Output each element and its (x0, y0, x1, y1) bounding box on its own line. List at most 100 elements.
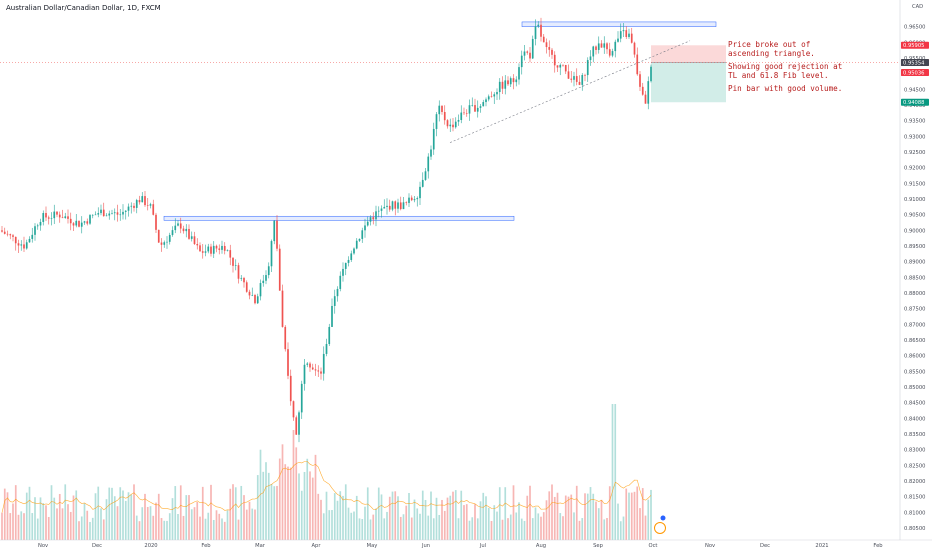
volume-bar (342, 495, 344, 540)
candle-body (529, 52, 531, 59)
volume-bar (273, 486, 276, 540)
candle-body (39, 221, 42, 226)
candle-body (58, 214, 61, 218)
time-tick-label: Oct (649, 543, 658, 549)
volume-bar (542, 512, 545, 540)
candle-body (611, 51, 614, 56)
candle-body (23, 244, 25, 249)
candle-body (608, 49, 611, 56)
volume-bar (650, 489, 652, 540)
candle-body (182, 228, 185, 232)
candle-body (614, 41, 617, 52)
resistance-zones (163, 21, 717, 221)
volume-bar (562, 516, 564, 540)
price-tick-label: 0.80500 (904, 526, 925, 532)
candle-body (408, 197, 410, 203)
volume-bar (493, 505, 496, 540)
candle-body (42, 213, 45, 222)
candle-body (80, 222, 83, 227)
price-tick-label: 0.93000 (904, 134, 925, 140)
volume-bar (298, 473, 300, 540)
candle-body (573, 76, 575, 80)
candle-body (388, 205, 391, 210)
price-tag-label: 0.95036 (903, 70, 924, 76)
candle-body (416, 198, 419, 200)
candle-body (135, 200, 138, 208)
volume-bar (245, 509, 248, 540)
short-position-box[interactable] (0, 45, 900, 103)
volume-bar (166, 520, 168, 540)
candle-body (476, 107, 479, 112)
candle-body (325, 344, 328, 354)
volume-bar (42, 503, 45, 540)
candle-body (339, 275, 342, 289)
volume-bar (20, 511, 23, 540)
volume-bar (215, 510, 218, 540)
volume-bar (69, 511, 72, 540)
candle-body (240, 277, 243, 279)
candle-body (14, 236, 17, 244)
volume-bar (581, 518, 584, 540)
volume-bar (570, 494, 573, 540)
volume-bar (89, 521, 91, 540)
candle-body (545, 42, 548, 48)
time-axis[interactable]: Nov Dec 2020 Feb Mar Apr May Jun Jul Aug Sep Oct Nov… (0, 539, 932, 549)
candle-body (251, 295, 254, 296)
volume-bar (402, 514, 405, 540)
volume-bar (39, 497, 42, 540)
candle-body (377, 210, 380, 212)
volume-bar (155, 502, 157, 540)
candle-body (501, 81, 504, 89)
candle-body (91, 214, 94, 216)
volume-bar (573, 512, 575, 540)
volume-bar (611, 404, 614, 540)
volume-bar (545, 500, 548, 540)
volume-bar (482, 492, 485, 540)
volume-bar (600, 499, 603, 540)
candle-body (171, 230, 174, 235)
volume-bar (221, 518, 223, 540)
candle-body (223, 245, 226, 251)
volume-bar (427, 515, 430, 540)
candle-body (366, 221, 369, 226)
news-event-marker[interactable] (654, 515, 666, 534)
symbol-title: Australian Dollar/Canadian Dollar, 1D, F… (6, 4, 161, 12)
volume-bar (380, 494, 383, 540)
volume-bar (289, 467, 292, 540)
candle-body (144, 196, 146, 206)
price-tick-label: 0.85500 (904, 369, 925, 375)
candle-body (278, 248, 281, 291)
volume-bar (306, 458, 309, 540)
volume-bar (628, 492, 630, 540)
candle-body (163, 242, 166, 245)
candle-body (86, 221, 89, 224)
volume-bar (237, 519, 240, 540)
volume-bar (130, 494, 133, 540)
candle-body (133, 205, 135, 208)
volume-bar (641, 488, 644, 540)
volume-bar (276, 485, 278, 540)
volume-bar (460, 490, 463, 540)
volume-bar (443, 510, 446, 540)
volume-bar (100, 508, 102, 540)
time-tick-label: 2020 (144, 543, 157, 549)
price-tag-bg (901, 41, 929, 49)
volume-bar (597, 508, 600, 540)
volume-bar (526, 495, 529, 540)
volume-bar (347, 507, 350, 540)
candle-body (619, 31, 622, 39)
volume-bar (53, 497, 56, 540)
candle-body (179, 223, 182, 229)
price-axis[interactable]: 0.965000.960000.955000.950000.945000.940… (899, 0, 932, 540)
candle-body (317, 370, 320, 372)
volume-bar (353, 511, 355, 540)
volume-bar (17, 514, 20, 540)
volume-bar (47, 516, 50, 540)
candle-body (295, 417, 298, 435)
ascending-trendline (449, 40, 691, 143)
price-tick-label: 0.92500 (904, 150, 925, 156)
volume-bar (584, 493, 586, 540)
volume-bar (152, 515, 155, 540)
price-tick-label: 0.94000 (904, 103, 925, 109)
